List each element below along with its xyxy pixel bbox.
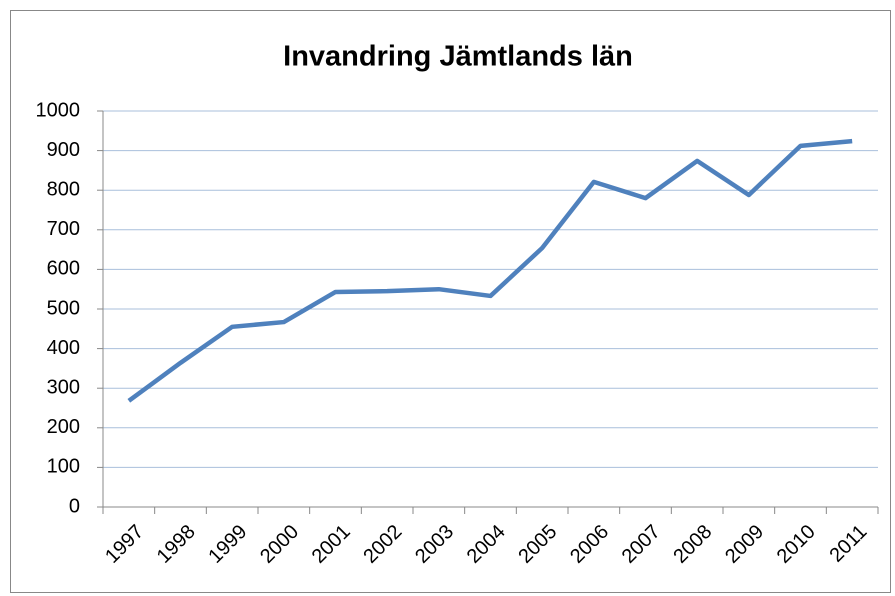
y-tick-label: 500: [47, 297, 80, 319]
data-line: [127, 138, 853, 403]
y-tick-label: 400: [47, 337, 80, 359]
y-tick-label: 900: [47, 139, 80, 161]
y-tick-label: 300: [47, 376, 80, 398]
y-tick-label: 800: [47, 178, 80, 200]
y-tick-label: 200: [47, 416, 80, 438]
y-tick-label: 1000: [36, 99, 81, 121]
chart-border: [10, 10, 891, 593]
y-tick-label: 0: [69, 495, 80, 517]
y-tick-label: 700: [47, 218, 80, 240]
chart-title: Invandring Jämtlands län: [283, 41, 633, 73]
y-tick-label: 100: [47, 456, 80, 478]
y-tick-label: 600: [47, 258, 80, 280]
